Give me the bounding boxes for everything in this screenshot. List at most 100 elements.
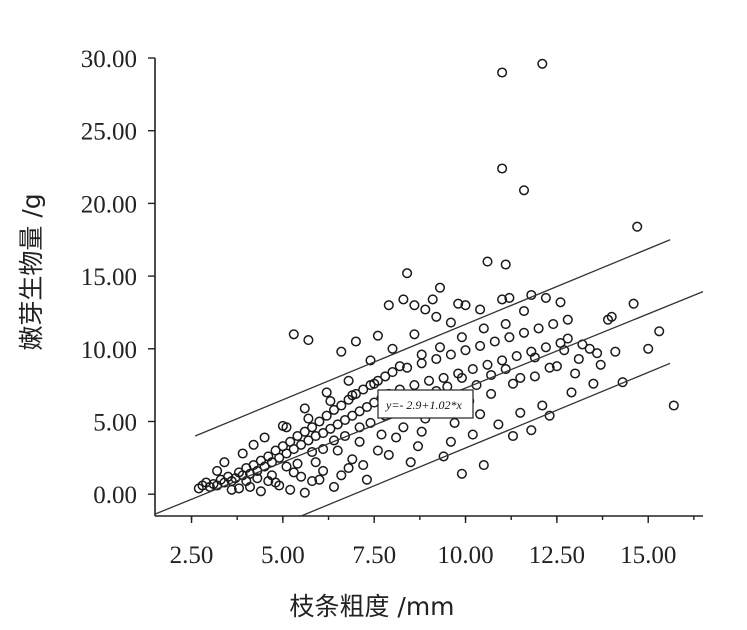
data-point (486, 388, 497, 399)
data-point (467, 429, 478, 440)
data-point (303, 435, 314, 446)
data-point (562, 314, 573, 325)
data-point (347, 390, 358, 401)
data-point (380, 371, 391, 382)
data-point (507, 430, 519, 442)
data-point (318, 444, 329, 455)
data-point (460, 300, 471, 311)
data-point (412, 441, 424, 452)
data-point (299, 487, 310, 498)
data-point (387, 367, 398, 378)
data-point (628, 298, 639, 309)
data-point (339, 430, 351, 442)
data-point (350, 336, 361, 347)
data-point (347, 454, 358, 465)
data-point (402, 268, 413, 279)
data-point (336, 470, 347, 481)
data-point (358, 460, 369, 471)
axes (154, 58, 703, 517)
data-point (314, 416, 325, 427)
data-point (402, 362, 413, 373)
data-point (219, 457, 230, 468)
data-point (497, 67, 508, 78)
data-point (434, 342, 446, 353)
y-tick-label: 15.00 (81, 264, 137, 291)
data-point (529, 371, 540, 382)
data-point (456, 372, 467, 383)
data-point (336, 346, 347, 357)
data-point (478, 460, 489, 471)
data-point (405, 457, 416, 468)
data-point (518, 305, 530, 317)
equation-box (377, 389, 474, 419)
data-point (482, 256, 493, 267)
data-point (460, 345, 471, 356)
data-point (361, 474, 372, 485)
data-point (668, 400, 679, 411)
data-point (274, 452, 285, 463)
data-point (537, 58, 548, 69)
x-tick-label: 7.50 (352, 542, 396, 569)
data-point (562, 333, 573, 344)
data-point (431, 311, 442, 322)
data-point (281, 461, 292, 472)
data-point (383, 300, 394, 311)
data-point (361, 401, 372, 413)
data-point (500, 319, 511, 330)
data-point (318, 465, 329, 476)
data-point (387, 343, 398, 354)
data-points (193, 58, 679, 498)
x-tick-label: 2.50 (170, 542, 214, 569)
data-point (445, 317, 456, 328)
data-point (270, 477, 281, 488)
data-point (398, 294, 409, 305)
data-point (237, 448, 248, 459)
data-point (548, 319, 559, 330)
data-point (515, 372, 526, 383)
data-point (544, 410, 555, 421)
data-point (354, 406, 365, 417)
ticks: 0.00 5.00 10.00 15.00 20.00 25.00 30.00 2.50 5.0… (81, 46, 695, 569)
data-point (504, 332, 515, 343)
data-point (318, 428, 329, 439)
data-point (475, 409, 486, 420)
data-point (610, 346, 621, 357)
data-point (416, 426, 427, 437)
data-point (307, 422, 318, 433)
data-point (288, 444, 299, 455)
data-point (555, 297, 566, 308)
data-point (493, 419, 504, 430)
data-point (497, 355, 508, 366)
data-point (588, 378, 599, 389)
data-point (416, 358, 427, 369)
data-point (456, 332, 467, 343)
data-point (438, 451, 449, 462)
data-point (570, 368, 581, 379)
data-point (314, 474, 325, 485)
data-point (643, 343, 654, 354)
x-tick-label: 12.50 (529, 542, 585, 569)
data-point (376, 429, 387, 440)
data-point (372, 330, 383, 341)
y-tick-label: 5.00 (93, 409, 137, 436)
data-point (255, 486, 266, 497)
x-tick-label: 5.00 (261, 542, 305, 569)
data-point (398, 422, 409, 433)
data-point (533, 323, 544, 334)
data-point (573, 353, 584, 365)
data-point (343, 375, 354, 386)
data-point (478, 323, 489, 334)
data-point (409, 380, 420, 391)
data-point (537, 400, 548, 411)
equation-text: y=- 2.9+1.02*x (385, 398, 463, 412)
data-point (486, 369, 497, 381)
y-axis-label: 嫩芽生物量 /g (17, 193, 46, 350)
data-point (482, 359, 493, 370)
data-point (540, 292, 551, 303)
data-point (299, 403, 310, 414)
data-point (489, 336, 500, 347)
data-point (296, 439, 307, 450)
data-point (328, 404, 340, 415)
data-point (332, 419, 343, 430)
